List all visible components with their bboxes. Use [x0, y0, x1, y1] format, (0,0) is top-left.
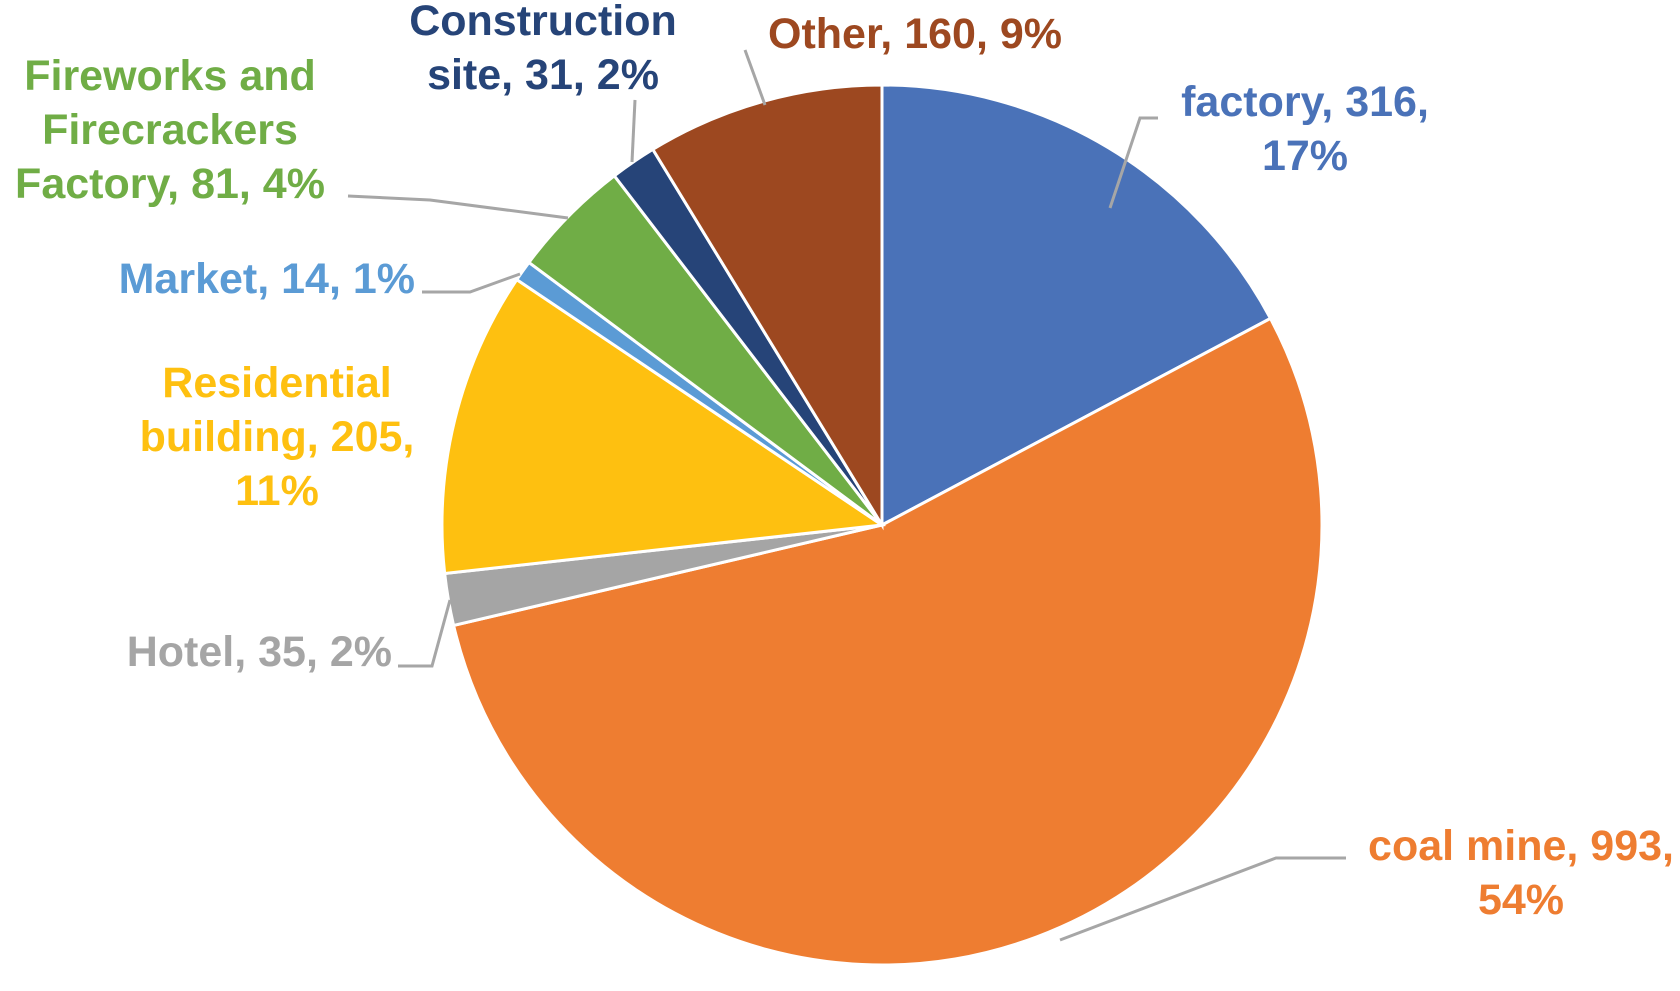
data-labels: factory, 316, 17% coal mine, 993, 54% Hotel,… — [15, 0, 1674, 924]
leader-line-coal-mine — [1059, 856, 1346, 942]
leader-line-other — [743, 49, 767, 106]
data-label-hotel: Hotel, 35, 2% — [127, 628, 392, 676]
data-label-other: Other, 160, 9% — [768, 10, 1062, 58]
leader-lines — [347, 49, 1346, 942]
data-label-market: Market, 14, 1% — [119, 255, 415, 303]
leader-line-market — [422, 272, 521, 294]
data-label-residential-building: Residential building, 205, 11% — [140, 359, 415, 515]
data-label-construction-site: Construction site, 31, 2% — [409, 0, 677, 99]
data-label-line: coal mine, 993, — [1368, 822, 1674, 870]
data-label-fireworks-and-firecrackers-factory: Fireworks and Firecrackers Factory, 81, 4% — [15, 52, 325, 208]
data-label-line: 11% — [235, 467, 319, 515]
data-label-line: 17% — [1262, 132, 1348, 180]
data-label-line: building, 205, — [140, 413, 415, 461]
data-label-line: Residential — [162, 359, 391, 407]
data-label-factory: factory, 316, 17% — [1181, 78, 1429, 180]
leader-line-fireworks-and-firecrackers-factory — [347, 194, 569, 220]
pie-slice-residential-building — [440, 277, 887, 576]
pie-slice-factory — [880, 83, 1273, 528]
data-label-line: Fireworks and — [24, 52, 316, 100]
data-label-line: Firecrackers — [42, 106, 298, 154]
leader-line-hotel — [398, 599, 452, 668]
data-label-coal-mine: coal mine, 993, 54% — [1368, 822, 1674, 924]
data-label-line: factory, 316, — [1181, 78, 1429, 126]
data-label-line: Other, 160, 9% — [768, 10, 1062, 58]
leader-line-construction-site — [630, 99, 637, 163]
pie-slice-coal-mine — [451, 316, 1324, 967]
data-label-line: Market, 14, 1% — [119, 255, 415, 303]
data-label-line: Hotel, 35, 2% — [127, 628, 392, 676]
leader-line-factory — [1108, 116, 1158, 209]
data-label-line: site, 31, 2% — [427, 51, 659, 99]
pie-slices — [440, 83, 1324, 967]
data-label-line: 54% — [1478, 876, 1564, 924]
data-label-line: Factory, 81, 4% — [15, 160, 325, 208]
data-label-line: Construction — [409, 0, 677, 45]
